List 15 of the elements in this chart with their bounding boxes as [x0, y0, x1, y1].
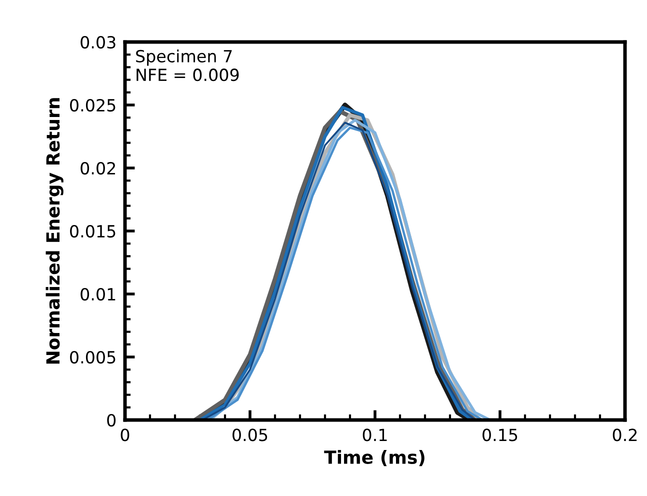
y-axis-title: Normalized Energy Return: [46, 98, 64, 364]
y-tick-label: 0.03: [80, 36, 116, 49]
x-tick-label: 0.2: [612, 428, 637, 442]
y-tick-label: 0.025: [70, 98, 116, 112]
x-tick-label: 0.1: [362, 428, 387, 442]
y-tick-label: 0: [107, 414, 116, 427]
annotation: Specimen 7 NFE = 0.009: [136, 50, 239, 82]
x-tick-label: 0.15: [482, 428, 518, 442]
y-tick-label: 0.005: [70, 350, 116, 364]
x-tick-label: 0.05: [232, 428, 268, 442]
y-tick-label: 0.01: [80, 288, 116, 301]
x-tick-label: 0: [120, 428, 130, 442]
y-tick-label: 0.02: [80, 162, 115, 175]
x-axis-title: Time (ms): [324, 450, 424, 466]
y-tick-label: 0.015: [70, 224, 116, 238]
